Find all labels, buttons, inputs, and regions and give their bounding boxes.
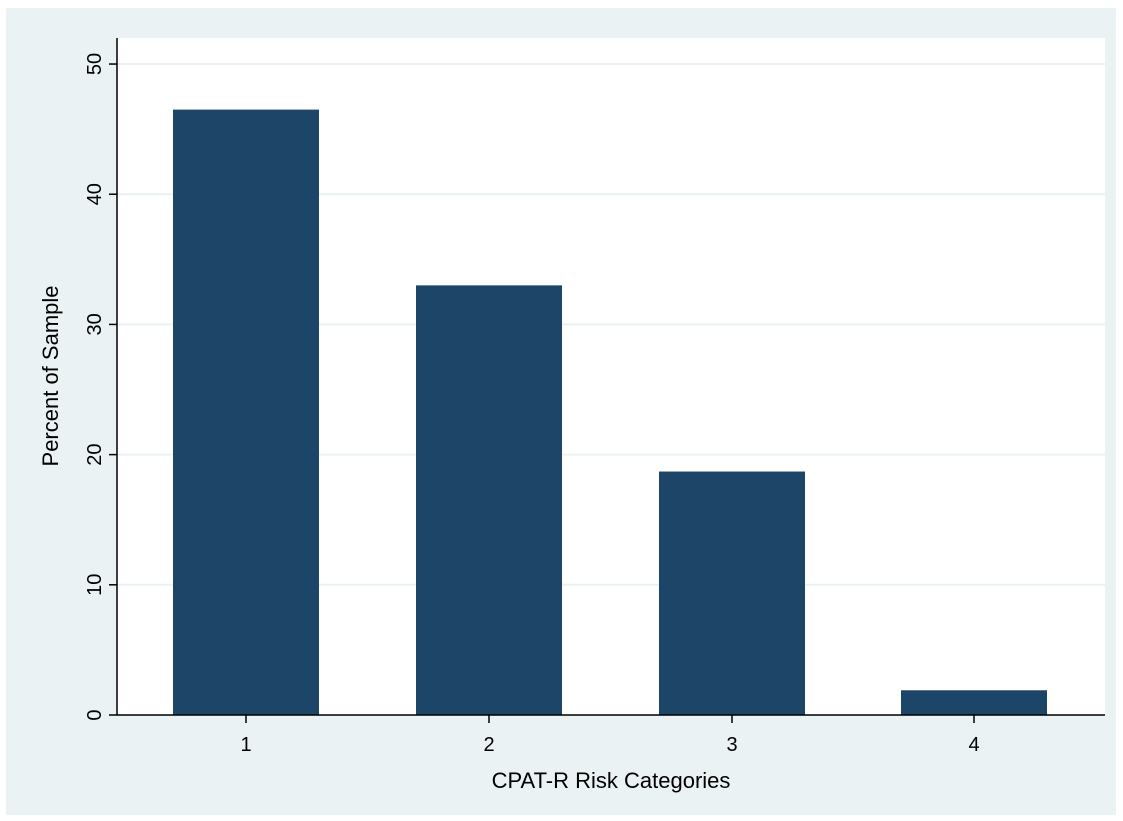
bar-1 [173, 109, 319, 715]
y-tick-label-50: 50 [84, 53, 106, 75]
x-tick-label-4: 4 [968, 734, 979, 756]
bars [173, 109, 1047, 715]
x-axis-ticks: 1 2 3 4 [240, 715, 980, 756]
x-tick-label-2: 2 [483, 734, 494, 756]
y-tick-label-0: 0 [84, 709, 106, 720]
x-axis-title: CPAT-R Risk Categories [492, 768, 731, 793]
y-tick-label-10: 10 [84, 574, 106, 596]
y-tick-label-30: 30 [84, 313, 106, 335]
x-tick-label-3: 3 [726, 734, 737, 756]
bar-2 [416, 285, 562, 715]
y-tick-label-40: 40 [84, 183, 106, 205]
y-axis-title: Percent of Sample [38, 286, 63, 467]
y-axis-ticks: 0 10 20 30 40 50 [84, 53, 117, 721]
bar-3 [659, 471, 805, 715]
y-tick-label-20: 20 [84, 443, 106, 465]
bar-4 [901, 690, 1047, 715]
x-tick-label-1: 1 [240, 734, 251, 756]
